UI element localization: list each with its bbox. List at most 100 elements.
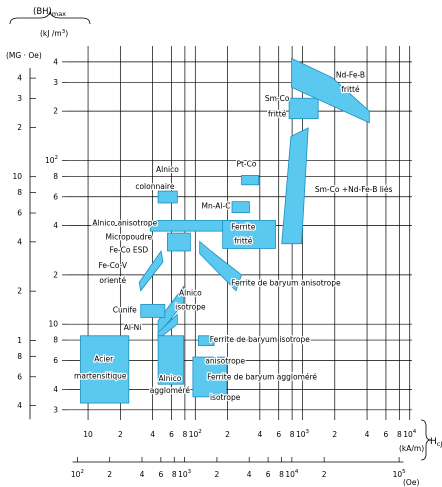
- annotation-label: Ferrite de baryum aggloméré: [207, 372, 317, 381]
- y-tick-label-mgoe: 2: [17, 287, 22, 296]
- y-tick-label-kjm3: 6: [53, 356, 58, 365]
- x-tick-label-kam: 8: [290, 430, 295, 439]
- annotation-label: Sm-Co +Nd-Fe-B liés: [315, 185, 393, 194]
- annotation-halo: Alnico: [156, 165, 179, 174]
- annotation-label: isotrope: [210, 393, 241, 402]
- x-tick-label-oe: 103: [178, 469, 192, 479]
- area-alnico-colonnaire: [157, 190, 178, 204]
- area-mn-al-c: [231, 201, 250, 214]
- annotation-halo: Acier: [94, 355, 114, 364]
- area-alnico-agglomere: [157, 335, 185, 385]
- annotation-label: Ferrite de baryum anisotrope: [231, 279, 341, 288]
- area-pt-co: [241, 175, 260, 186]
- y-tick-label-mgoe: 10: [12, 172, 22, 181]
- annotation-halo: Fe-Co ESD: [109, 245, 148, 254]
- x-tick-label-oe: 6: [158, 470, 163, 479]
- y-tick-label-kjm3: 4: [53, 221, 58, 230]
- annotation-label: Pt-Co: [236, 159, 256, 168]
- annotation-halo: Alnico: [159, 374, 182, 383]
- x-unit-cgs: (Oe): [403, 478, 419, 487]
- y-tick-label-kjm3: 4: [53, 57, 58, 66]
- annotation-halo: Sm-Co +Nd-Fe-B liés: [315, 185, 393, 194]
- y-tick-label-mgoe: 2: [17, 123, 22, 132]
- annotation-label: Sm-Co: [265, 94, 290, 103]
- area-sm-co-fritte: [288, 97, 319, 120]
- y-tick-label-kjm3: 4: [53, 385, 58, 394]
- annotation-label: aggloméré: [150, 386, 191, 395]
- annotation-halo: fritté: [234, 237, 253, 246]
- axes-group: [29, 61, 404, 463]
- x-tick-label-kam: 8: [183, 430, 188, 439]
- annotation-label: Micropoudre: [106, 232, 153, 241]
- annotation-label: Fe-Co-V: [98, 261, 127, 270]
- y-tick-label-kjm3: 8: [53, 336, 58, 345]
- area-ferrite-de-baryum-isotrope: [198, 335, 215, 347]
- x-tick-label-kam: 6: [169, 430, 174, 439]
- annotation-label: Cunife: [113, 305, 137, 314]
- annotation-halo: Alnico anisotrope: [92, 219, 157, 228]
- x-tick-label-oe: 2: [107, 470, 112, 479]
- annotation-halo: Alnico: [179, 288, 202, 297]
- annotation-label: Mn-Al-C: [202, 201, 231, 210]
- areas-group: [80, 57, 370, 404]
- x-tick-label-kam: 4: [365, 430, 370, 439]
- y-unit-si: (kJ /m3): [40, 29, 68, 38]
- x-tick-label-kam: 10: [83, 430, 93, 439]
- annotation-halo: Al-Ni: [124, 323, 142, 332]
- area-ferrite-de-baryum-anisotrope: [199, 240, 242, 292]
- x-tick-label-kam: 6: [384, 430, 389, 439]
- annotation-halo: Ferrite de baryum isotrope: [210, 335, 310, 344]
- y-tick-label-mgoe: 6: [17, 209, 22, 218]
- annotation-halo: Sm-Co: [265, 94, 290, 103]
- y-tick-label-kjm3: 8: [53, 172, 58, 181]
- x-tick-label-kam: 2: [118, 430, 123, 439]
- y-tick-label-kjm3: 2: [53, 270, 58, 279]
- y-tick-label-mgoe: 6: [17, 372, 22, 381]
- annotation-halo: Micropoudre: [106, 232, 153, 241]
- x-tick-label-kam: 2: [225, 430, 230, 439]
- annotation-label: Acier: [94, 355, 114, 364]
- y-tick-label-mgoe: 8: [17, 188, 22, 197]
- annotation-halo: Ferrite: [231, 222, 256, 231]
- annotation-label: Ferrite de baryum isotrope: [210, 335, 310, 344]
- annotation-halo: Nd-Fe-B: [336, 71, 365, 80]
- annotation-halo: isotrope: [175, 302, 206, 311]
- y-tick-label-mgoe: 3: [17, 94, 22, 103]
- y-tick-label-mgoe: 1: [17, 336, 22, 345]
- annotation-halo: Ferrite de baryum aggloméré: [207, 372, 317, 381]
- annotation-halo: aggloméré: [150, 386, 191, 395]
- y-tick-label-kjm3: 102: [45, 155, 58, 165]
- x-tick-label-kam: 104: [403, 429, 417, 439]
- x-tick-label-oe: 8: [279, 470, 284, 479]
- area-ferrite-fritte: [222, 220, 276, 249]
- x-tick-label-oe: 4: [247, 470, 252, 479]
- annotation-label: martensitique: [74, 372, 127, 381]
- annotation-label: fritté: [268, 110, 287, 119]
- annotation-label: Alnico anisotrope: [92, 219, 157, 228]
- x-title: HcJ: [430, 437, 442, 448]
- annotation-label: Alnico: [179, 288, 202, 297]
- area-sm-co-nd-fe-b-lies: [281, 127, 309, 245]
- area-acier-martensitique: [80, 335, 130, 404]
- y-tick-label-kjm3: 10: [48, 320, 58, 329]
- y-tick-label-mgoe: 4: [17, 237, 22, 246]
- x-tick-label-oe: 4: [140, 470, 145, 479]
- y-unit-cgs: (MG · Oe): [6, 51, 42, 60]
- annotation-halo: orienté: [99, 276, 126, 285]
- annotation-halo: Pt-Co: [236, 159, 256, 168]
- annotation-label: fritté: [341, 85, 360, 94]
- annotation-halo: Mn-Al-C: [202, 201, 231, 210]
- x-tick-label-kam: 4: [257, 430, 262, 439]
- x-tick-label-kam: 6: [276, 430, 281, 439]
- titles-group: (BH)max (kJ /m3) (MG · Oe) (kA/m) (Oe) H…: [6, 7, 442, 487]
- x-tick-label-kam: 4: [150, 430, 155, 439]
- annotation-label: Alnico: [156, 165, 179, 174]
- x-tick-label-oe: 8: [172, 470, 177, 479]
- x-title-brace: [420, 419, 432, 461]
- area-fe-co-v-oriente: [138, 249, 164, 292]
- annotation-halo: Fe-Co-V: [98, 261, 127, 270]
- x-tick-label-kam: 103: [296, 429, 310, 439]
- annotation-label: isotrope: [175, 302, 206, 311]
